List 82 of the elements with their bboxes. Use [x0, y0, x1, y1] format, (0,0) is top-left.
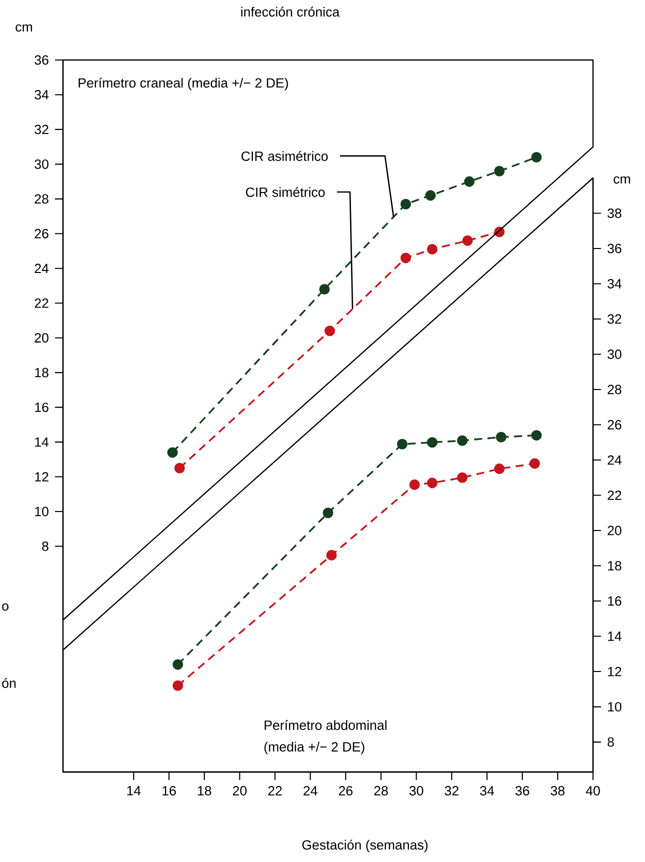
y2-tick-label: 32: [608, 314, 622, 324]
point: [529, 458, 540, 469]
y2-tick-label: 34: [608, 279, 622, 288]
point: [426, 437, 438, 448]
y-tick-label: 28: [34, 194, 48, 204]
x-tick-label: 32: [444, 786, 458, 796]
y-tick-label: 20: [34, 333, 48, 343]
y2-tick-label: 24: [608, 455, 622, 465]
point: [400, 198, 412, 210]
x-tick-label: 22: [268, 786, 282, 796]
y2-tick-label: 16: [608, 596, 622, 606]
x-tick-label: 20: [232, 786, 247, 796]
text: CIR asimétrico: [242, 151, 328, 161]
chart-title: infección crónica: [241, 6, 340, 17]
point: [400, 252, 412, 264]
point: [494, 464, 505, 474]
x-axis-title: Gestación (semanas): [302, 840, 428, 852]
point: [326, 550, 337, 560]
y-tick-label: 32: [34, 124, 48, 134]
point: [409, 479, 420, 490]
y-tick-label: 34: [34, 90, 49, 100]
annotation: Perímetro craneal (media +/− 2 DE): [78, 78, 288, 90]
x-tick-label: 28: [374, 786, 388, 796]
point: [496, 432, 506, 442]
point: [172, 659, 184, 670]
y-tick-label: 18: [35, 368, 48, 378]
point: [319, 284, 330, 294]
x-tick-label: 34: [480, 786, 494, 796]
point: [426, 478, 438, 488]
x-tick-label: 18: [198, 786, 212, 796]
x-tick-label: 16: [162, 786, 176, 796]
x-tick-label: 24: [304, 786, 318, 796]
y-tick-label: 30: [34, 159, 48, 169]
y-tick-label: 10: [35, 506, 48, 516]
y-tick-label: 22: [34, 298, 48, 308]
y-tick-label: 26: [34, 228, 48, 238]
point: [462, 235, 473, 246]
y2-tick-label: 12: [608, 666, 622, 676]
point: [324, 326, 336, 336]
point: [167, 447, 178, 458]
point: [531, 430, 542, 441]
y-axis-title: cm: [16, 24, 32, 32]
x-tick-label: 30: [409, 786, 424, 796]
x-tick-label: 26: [338, 786, 353, 796]
y2-tick-label: 14: [608, 632, 622, 641]
annotation: (media +/− 2 DE): [264, 742, 364, 754]
point: [464, 176, 475, 187]
x-tick-label: 40: [586, 786, 600, 796]
text: ón: [2, 678, 16, 688]
x-tick-label: 38: [550, 786, 565, 796]
y2-tick-label: 36: [608, 244, 622, 254]
y2-tick-label: 22: [608, 490, 622, 500]
point: [172, 680, 184, 691]
text: o: [2, 603, 8, 611]
y-tick-label: 36: [34, 55, 48, 65]
point: [426, 244, 438, 255]
text: CIR simétrico: [246, 187, 325, 197]
x-tick-label: 14: [127, 786, 141, 796]
point: [457, 472, 468, 483]
y2-tick-label: 30: [608, 350, 622, 359]
y-tick-label: 24: [34, 264, 49, 274]
y2-tick-label: 20: [608, 526, 622, 536]
y-tick-label: 16: [35, 402, 48, 412]
y2-tick-label: 18: [608, 561, 622, 570]
y-tick-label: 12: [35, 472, 48, 482]
point: [174, 462, 185, 474]
y-tick-label: 14: [35, 437, 49, 447]
annotation: Perímetro abdominal: [264, 720, 386, 730]
x-tick-label: 36: [515, 786, 530, 796]
point: [322, 508, 334, 518]
point: [457, 435, 468, 446]
y2-tick-label: 38: [608, 208, 622, 218]
y-tick-label: 8: [42, 542, 48, 551]
y2-tick-label: 26: [608, 420, 622, 430]
point: [494, 166, 505, 176]
point: [396, 438, 408, 450]
point: [425, 190, 436, 201]
y2-tick-label: 28: [608, 384, 622, 394]
point: [531, 152, 542, 163]
y2-tick-label: 10: [608, 702, 622, 712]
y2-axis-title: cm: [614, 176, 630, 184]
y2-tick-label: 8: [608, 737, 614, 747]
